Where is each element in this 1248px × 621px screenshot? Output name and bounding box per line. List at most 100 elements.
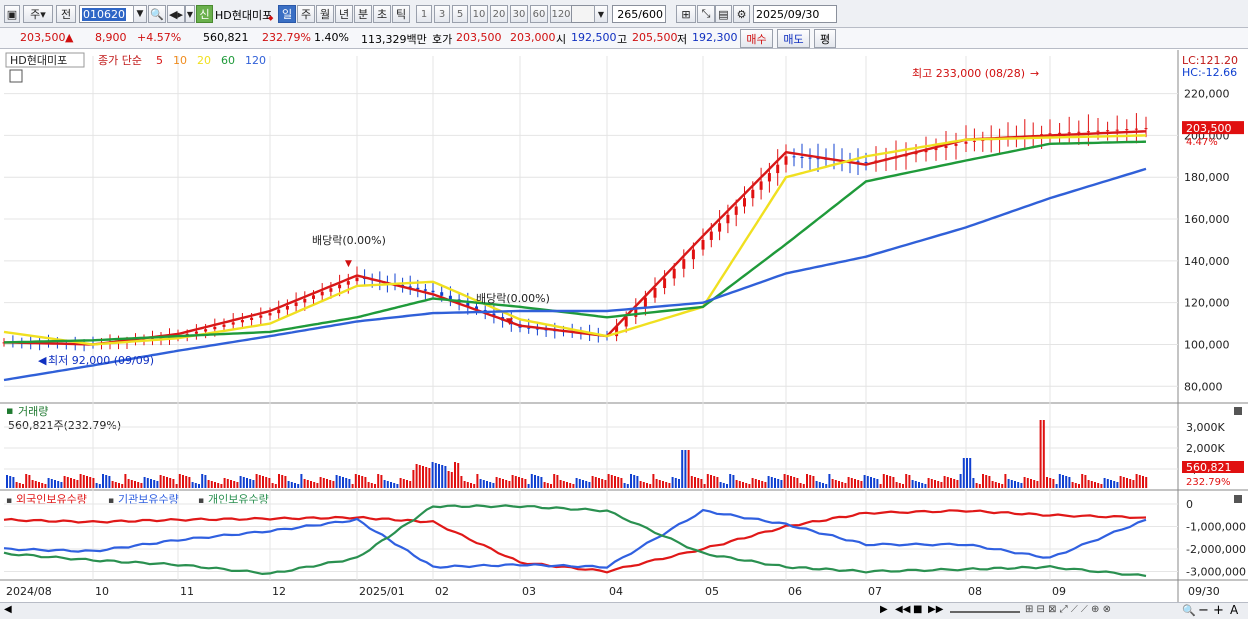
volume-bar bbox=[73, 479, 76, 488]
interval-btn-1[interactable]: 1 bbox=[416, 5, 432, 23]
volume-bar bbox=[130, 480, 133, 488]
volume-bar bbox=[198, 484, 200, 488]
chart-type-icon[interactable]: ⊞ bbox=[676, 5, 696, 23]
code-dropdown-icon[interactable]: ▼ bbox=[133, 5, 147, 23]
legend-stock-box bbox=[5, 52, 85, 68]
speed-slider[interactable] bbox=[950, 611, 1020, 613]
compare-icon[interactable]: ⤡ bbox=[697, 5, 715, 23]
interval-btn-3[interactable]: 3 bbox=[434, 5, 450, 23]
volume-bar bbox=[633, 475, 636, 488]
candle-body bbox=[1134, 128, 1138, 130]
prev-button[interactable]: 전 bbox=[56, 5, 76, 23]
candle-body bbox=[1096, 130, 1100, 132]
zoom-out-icon[interactable]: − bbox=[1198, 603, 1209, 618]
candle-body bbox=[981, 140, 985, 142]
stock-chart[interactable]: 220,000200,000180,000160,000140,000120,0… bbox=[0, 50, 1248, 602]
interval-btn-30[interactable]: 30 bbox=[510, 5, 528, 23]
menu-icon[interactable]: ▣ bbox=[4, 5, 20, 23]
stop-icon[interactable]: ■ bbox=[913, 604, 923, 615]
candle-body bbox=[759, 181, 763, 190]
tool-icons[interactable]: ⊞ ⊟ ⊠ ⤢ ⟋ ⟋ ⊕ ⊗ bbox=[1025, 604, 1111, 615]
volume-ratio: 232.79% bbox=[262, 31, 311, 44]
holding-close-icon bbox=[1234, 495, 1242, 503]
volume-bar bbox=[102, 474, 104, 488]
volume-bar bbox=[745, 483, 748, 488]
volume-bar bbox=[182, 475, 184, 488]
volume-bar bbox=[134, 481, 136, 488]
interval-btn-20[interactable]: 20 bbox=[490, 5, 508, 23]
speaker-dropdown-icon[interactable]: ▼ bbox=[185, 5, 195, 23]
volume-bar bbox=[876, 479, 879, 488]
interval-dropdown-icon[interactable]: ▼ bbox=[594, 5, 608, 23]
period-tab-3[interactable]: 년 bbox=[335, 5, 353, 23]
code-input[interactable]: 010620 bbox=[79, 5, 134, 23]
turnover-rate: 1.40% bbox=[314, 31, 349, 44]
candle-body bbox=[1058, 132, 1062, 134]
volume-bar bbox=[1007, 479, 1010, 488]
volume-close-icon bbox=[1234, 407, 1242, 415]
candle-body bbox=[222, 324, 226, 327]
volume-title: 거래량 bbox=[18, 405, 48, 418]
period-tab-1[interactable]: 주 bbox=[297, 5, 315, 23]
volume-bar bbox=[607, 474, 610, 488]
candle-body bbox=[634, 307, 638, 317]
type-select[interactable]: 주 ▾ bbox=[23, 5, 53, 23]
volume-bar bbox=[223, 478, 226, 488]
volume-bar bbox=[1036, 481, 1039, 488]
period-tab-5[interactable]: 초 bbox=[373, 5, 391, 23]
interval-btn-5[interactable]: 5 bbox=[452, 5, 468, 23]
speaker-icon[interactable]: ◀▸ bbox=[167, 5, 185, 23]
candle-body bbox=[338, 284, 342, 289]
volume-bar bbox=[578, 479, 581, 488]
volume-bar bbox=[994, 482, 997, 488]
volume-bar bbox=[489, 482, 492, 488]
candle-body bbox=[268, 313, 272, 316]
save-icon[interactable]: ▤ bbox=[715, 5, 732, 23]
scroll-left-icon[interactable]: ◀ bbox=[4, 604, 12, 615]
volume-bar bbox=[63, 476, 66, 488]
zoom-in-icon[interactable]: + bbox=[1213, 603, 1224, 618]
search-icon[interactable]: 🔍 bbox=[148, 5, 166, 23]
period-tab-4[interactable]: 분 bbox=[354, 5, 372, 23]
rewind-icon[interactable]: ◀◀ bbox=[895, 604, 911, 615]
buy-button[interactable]: 매수 bbox=[740, 29, 773, 48]
gear-icon[interactable]: ⚙ bbox=[733, 5, 750, 23]
volume-bar bbox=[950, 478, 952, 488]
fit-icon[interactable]: A bbox=[1230, 603, 1239, 617]
interval-btn-120[interactable]: 120 bbox=[550, 5, 572, 23]
zoom-icon[interactable]: 🔍 bbox=[1182, 604, 1196, 617]
volume-bar bbox=[671, 477, 674, 488]
volume-bar bbox=[396, 484, 399, 488]
candle-body bbox=[972, 140, 976, 142]
holding-legend-0: 외국인보유수량 bbox=[16, 493, 87, 506]
avg-button[interactable]: 평 bbox=[814, 29, 836, 48]
volume-bar bbox=[930, 479, 933, 488]
x-tick-label: 11 bbox=[180, 585, 194, 598]
interval-btn-60[interactable]: 60 bbox=[530, 5, 548, 23]
period-tab-0[interactable]: 일 bbox=[278, 5, 296, 23]
candle-body bbox=[416, 287, 420, 290]
volume-bar bbox=[610, 475, 613, 488]
volume-bar bbox=[1001, 484, 1004, 488]
candle-body bbox=[709, 231, 713, 240]
candle-body bbox=[816, 158, 820, 160]
sell-button[interactable]: 매도 bbox=[777, 29, 810, 48]
period-tab-6[interactable]: 틱 bbox=[392, 5, 410, 23]
period-tab-2[interactable]: 월 bbox=[316, 5, 334, 23]
volume-bar bbox=[831, 479, 834, 488]
low-price: 192,300 bbox=[692, 31, 738, 44]
forward-icon[interactable]: ▶▶ bbox=[928, 604, 944, 615]
count-input[interactable]: 265/600 bbox=[612, 5, 666, 23]
interval-btn-10[interactable]: 10 bbox=[470, 5, 488, 23]
x-tick-label: 09 bbox=[1052, 585, 1066, 598]
volume-bar bbox=[540, 477, 543, 488]
volume-bar bbox=[655, 479, 658, 488]
low-arrow-icon: ◀ bbox=[38, 354, 47, 367]
price-tick-label: 100,000 bbox=[1184, 338, 1230, 351]
play-icon[interactable]: ▶ bbox=[880, 604, 888, 615]
candle-body bbox=[701, 239, 705, 250]
date-input[interactable]: 2025/09/30 bbox=[753, 5, 837, 23]
volume-bar bbox=[393, 483, 396, 488]
candle-body bbox=[448, 295, 452, 300]
volume-bar bbox=[399, 478, 402, 488]
